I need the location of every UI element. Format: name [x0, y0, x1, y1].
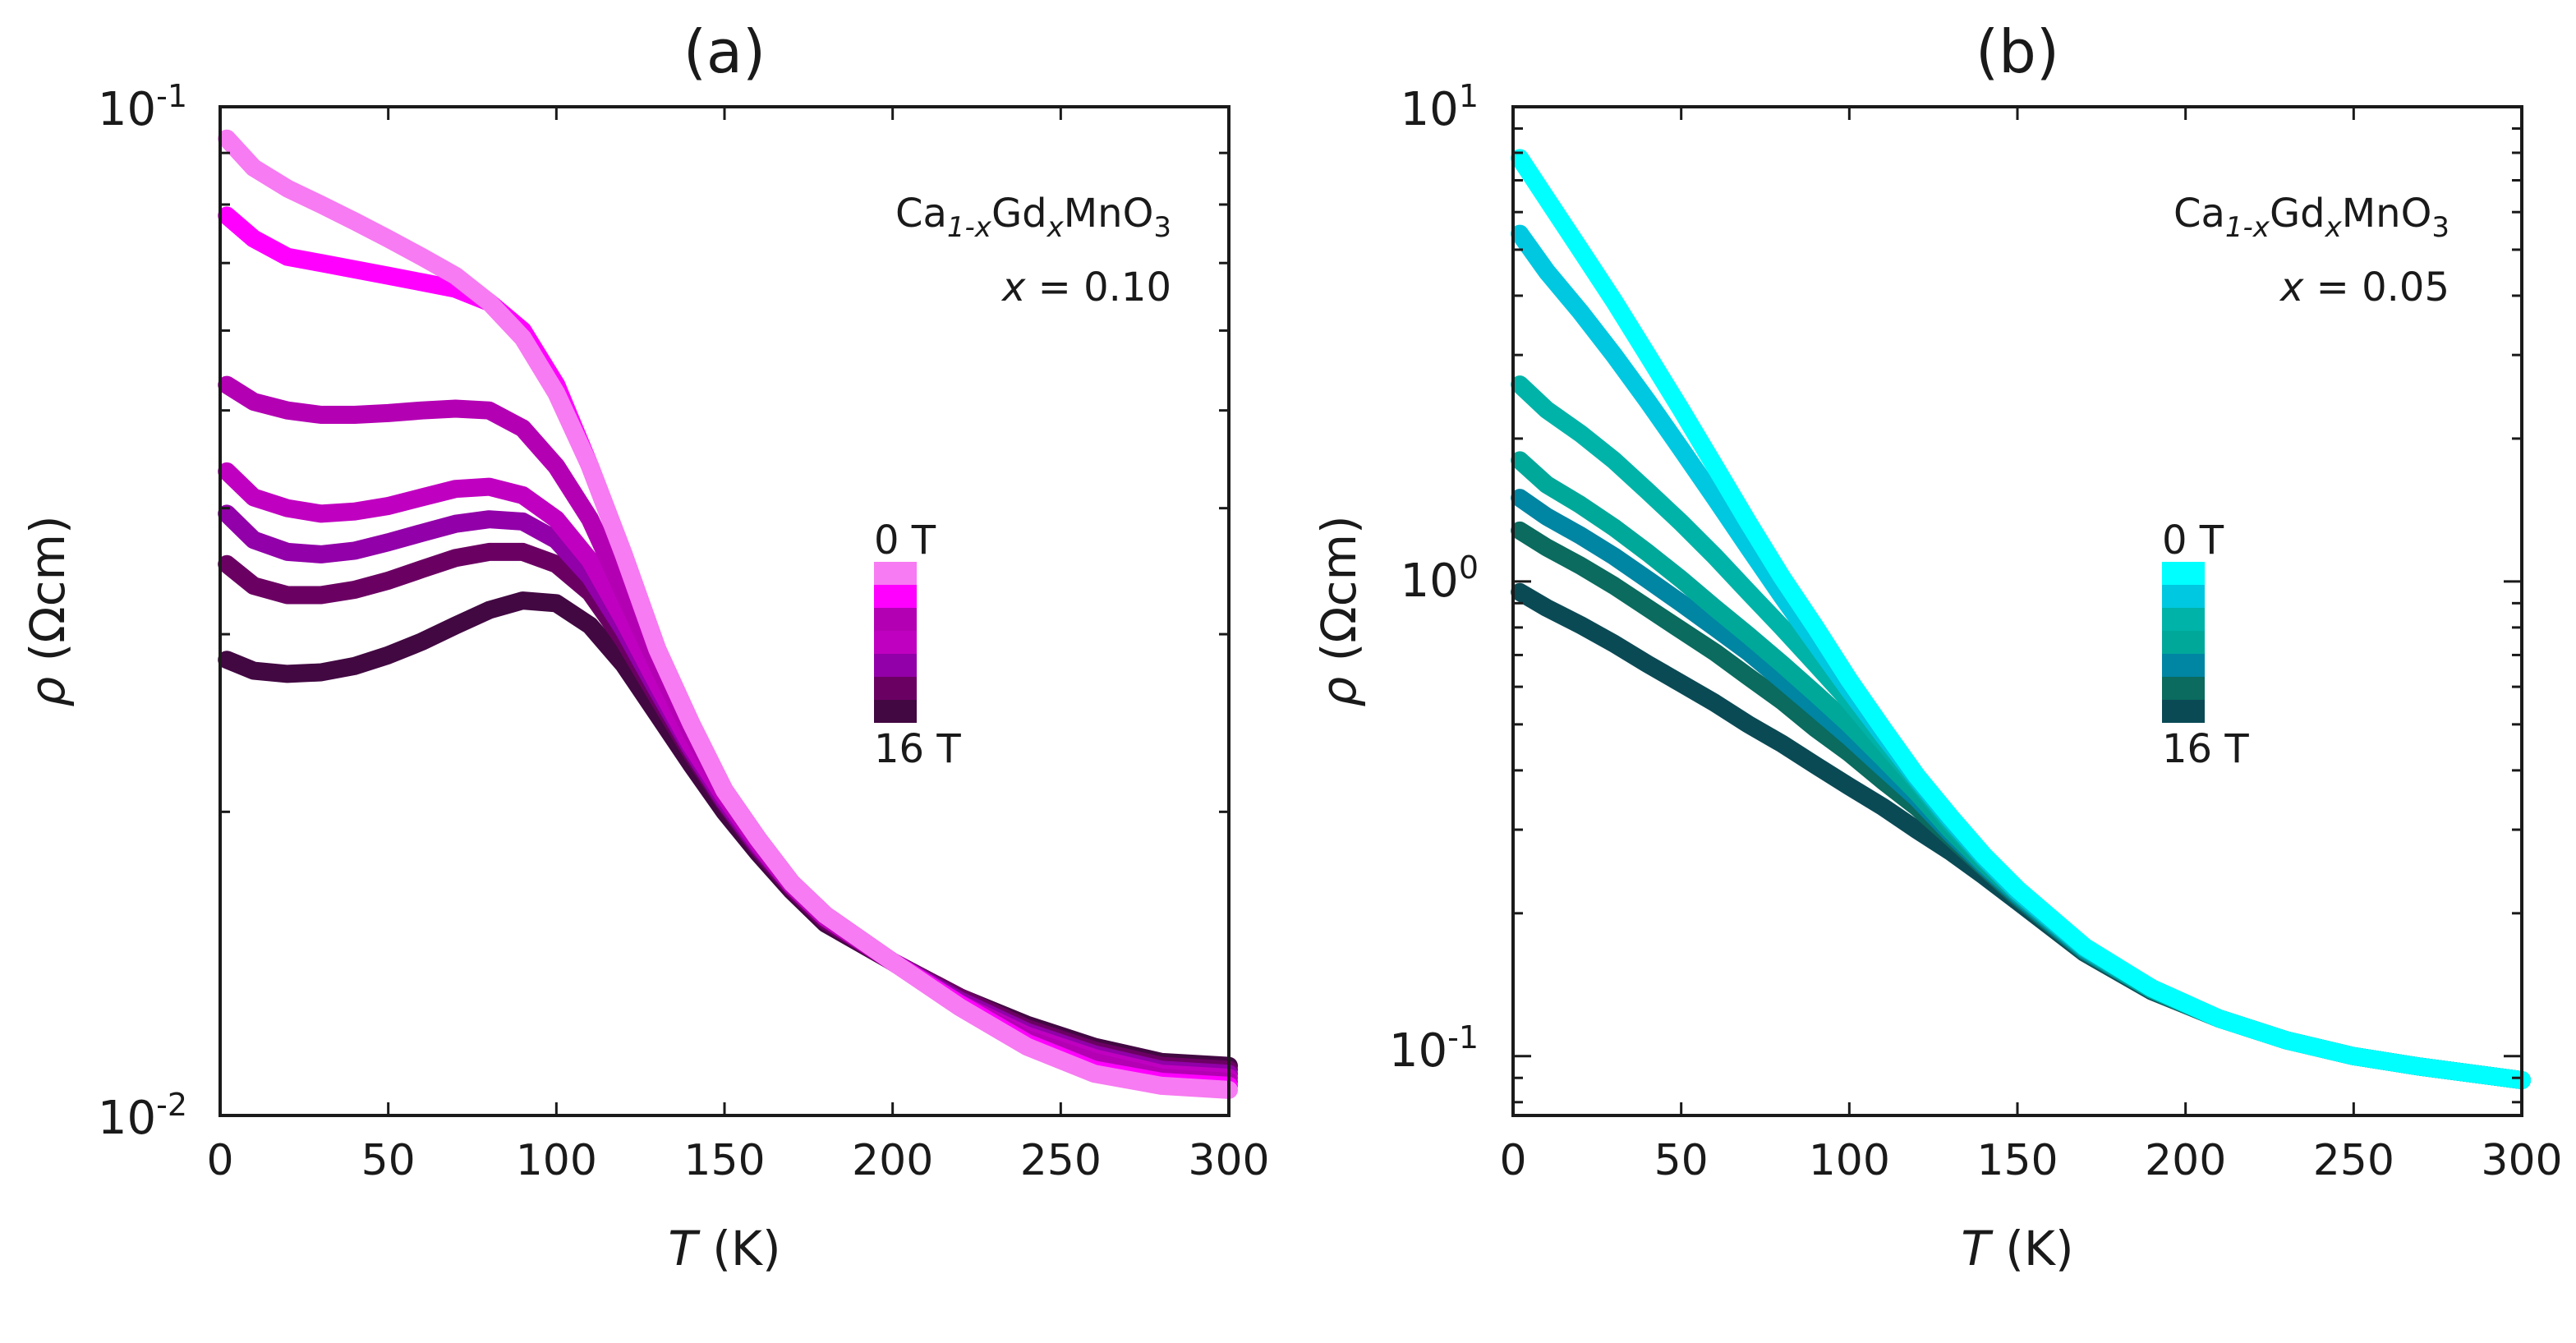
panel-b-legend-bottom-label: 16 T — [2162, 726, 2249, 772]
panel-a-x-value-label: x = 0.10 — [1000, 264, 1171, 310]
panel-a-series-6t — [218, 462, 1238, 1087]
panel-a-ytick-top: 10-1 — [98, 78, 187, 136]
panel-b-series-6t — [1511, 451, 2531, 1089]
panel-b-x-tick-labels: 0 50 100 150 200 250 300 — [1499, 1136, 2562, 1185]
panel-a-legend-top-label: 0 T — [874, 517, 936, 563]
panel-b-legend-top-label: 0 T — [2162, 517, 2224, 563]
panel-b-series-8t — [1511, 489, 2531, 1089]
panel-a-series-16t — [218, 591, 1238, 1075]
panel-a-y-axis-label: ρ (Ωcm) — [20, 515, 76, 706]
panel-b-series-4t — [1511, 375, 2531, 1089]
panel-a-xtick-label: 100 — [516, 1136, 597, 1185]
panel-a-legend-swatch — [874, 700, 917, 723]
panel-b-ytick-top: 101 — [1401, 78, 1479, 136]
panel-b-chart: (b) 0 50 100 150 200 250 300 101 100 10-1 T (K… — [1311, 17, 2563, 1276]
panel-a-plot-frame — [218, 105, 1230, 1117]
panel-a-xtick-label: 200 — [852, 1136, 933, 1185]
panel-b-field-legend — [2162, 562, 2205, 723]
panel-a-series-4t — [218, 375, 1238, 1091]
panel-b-series-0t — [1511, 149, 2531, 1089]
panel-b-legend-swatch — [2162, 631, 2205, 654]
panel-a-x-axis-label: T (K) — [668, 1221, 780, 1276]
panel-b-xtick-label: 200 — [2145, 1136, 2226, 1185]
panel-b-legend-swatch — [2162, 585, 2205, 608]
panel-b-series-layer — [1511, 149, 2531, 1089]
panel-b-ytick-mid: 100 — [1401, 550, 1479, 608]
panel-a-xtick-label: 50 — [361, 1136, 416, 1185]
panel-a-legend-swatch — [874, 608, 917, 631]
panel-a-series-layer — [218, 129, 1238, 1099]
panel-b-legend-swatch — [2162, 562, 2205, 585]
panel-a-legend-swatch — [874, 654, 917, 677]
panel-b-ytick-bottom: 10-1 — [1389, 1019, 1479, 1078]
panel-b-y-axis-label: ρ (Ωcm) — [1311, 515, 1367, 706]
panel-b-title: (b) — [1976, 17, 2059, 86]
panel-a-chart: (a) 0 50 100 150 200 250 300 10-1 10-2 T (K) ρ… — [20, 17, 1270, 1276]
panel-a-xtick-label: 250 — [1020, 1136, 1102, 1185]
panel-b-legend-swatch — [2162, 608, 2205, 631]
panel-b-x-axis-label: T (K) — [1961, 1221, 2073, 1276]
panel-a-legend-swatch — [874, 677, 917, 700]
panel-b-series-2t — [1511, 224, 2531, 1089]
panel-b-xtick-label: 0 — [1499, 1136, 1526, 1185]
panel-a-legend-bottom-label: 16 T — [874, 726, 961, 772]
panel-b-xtick-label: 250 — [2313, 1136, 2394, 1185]
panel-b-xtick-label: 150 — [1976, 1136, 2058, 1185]
panel-b-series-16t — [1511, 582, 2531, 1089]
panel-a-x-tick-labels: 0 50 100 150 200 250 300 — [206, 1136, 1269, 1185]
panel-a-ticks — [218, 105, 1230, 1117]
panel-b-ticks — [1511, 105, 2523, 1115]
panel-b-xtick-label: 300 — [2481, 1136, 2562, 1185]
panel-a-legend-swatch — [874, 631, 917, 654]
panel-a-xtick-label: 0 — [206, 1136, 233, 1185]
panel-a-xtick-label: 150 — [683, 1136, 765, 1185]
panel-a-ytick-bottom: 10-2 — [98, 1087, 187, 1145]
panel-a-field-legend — [874, 562, 917, 723]
panel-a-legend-swatch — [874, 562, 917, 585]
panel-a-series-0t — [218, 129, 1238, 1099]
panel-b-series-12t — [1511, 521, 2531, 1089]
panel-b-xtick-label: 100 — [1809, 1136, 1890, 1185]
panel-b-compound-label: Ca1-xGdxMnO3 — [2174, 191, 2450, 244]
panel-a-legend-swatch — [874, 585, 917, 608]
panel-a-xtick-label: 300 — [1188, 1136, 1269, 1185]
panel-a-title: (a) — [683, 17, 766, 86]
panel-a-compound-label: Ca1-xGdxMnO3 — [895, 191, 1171, 244]
panel-b-x-value-label: x = 0.05 — [2279, 264, 2450, 310]
panel-b-legend-swatch — [2162, 677, 2205, 700]
panel-b-legend-swatch — [2162, 700, 2205, 723]
panel-b-legend-swatch — [2162, 654, 2205, 677]
panel-b-xtick-label: 50 — [1654, 1136, 1709, 1185]
